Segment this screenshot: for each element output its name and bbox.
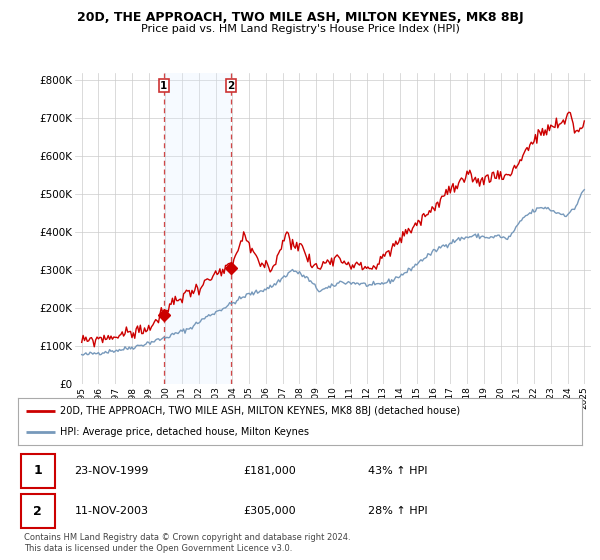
Text: 2: 2 bbox=[227, 81, 235, 91]
Text: 20D, THE APPROACH, TWO MILE ASH, MILTON KEYNES, MK8 8BJ (detached house): 20D, THE APPROACH, TWO MILE ASH, MILTON … bbox=[60, 406, 460, 416]
Text: 1: 1 bbox=[160, 81, 167, 91]
Text: 43% ↑ HPI: 43% ↑ HPI bbox=[368, 466, 427, 476]
Bar bbox=[164, 73, 231, 384]
Text: 20D, THE APPROACH, TWO MILE ASH, MILTON KEYNES, MK8 8BJ: 20D, THE APPROACH, TWO MILE ASH, MILTON … bbox=[77, 11, 523, 24]
Text: £181,000: £181,000 bbox=[244, 466, 296, 476]
FancyBboxPatch shape bbox=[21, 454, 55, 488]
FancyBboxPatch shape bbox=[21, 494, 55, 528]
Text: Price paid vs. HM Land Registry's House Price Index (HPI): Price paid vs. HM Land Registry's House … bbox=[140, 24, 460, 34]
Text: £305,000: £305,000 bbox=[244, 506, 296, 516]
Text: 11-NOV-2003: 11-NOV-2003 bbox=[74, 506, 148, 516]
Text: 1: 1 bbox=[34, 464, 42, 478]
Text: 2: 2 bbox=[34, 505, 42, 518]
Text: Contains HM Land Registry data © Crown copyright and database right 2024.
This d: Contains HM Land Registry data © Crown c… bbox=[24, 533, 350, 553]
Text: HPI: Average price, detached house, Milton Keynes: HPI: Average price, detached house, Milt… bbox=[60, 427, 310, 437]
Text: 28% ↑ HPI: 28% ↑ HPI bbox=[368, 506, 427, 516]
Text: 23-NOV-1999: 23-NOV-1999 bbox=[74, 466, 149, 476]
